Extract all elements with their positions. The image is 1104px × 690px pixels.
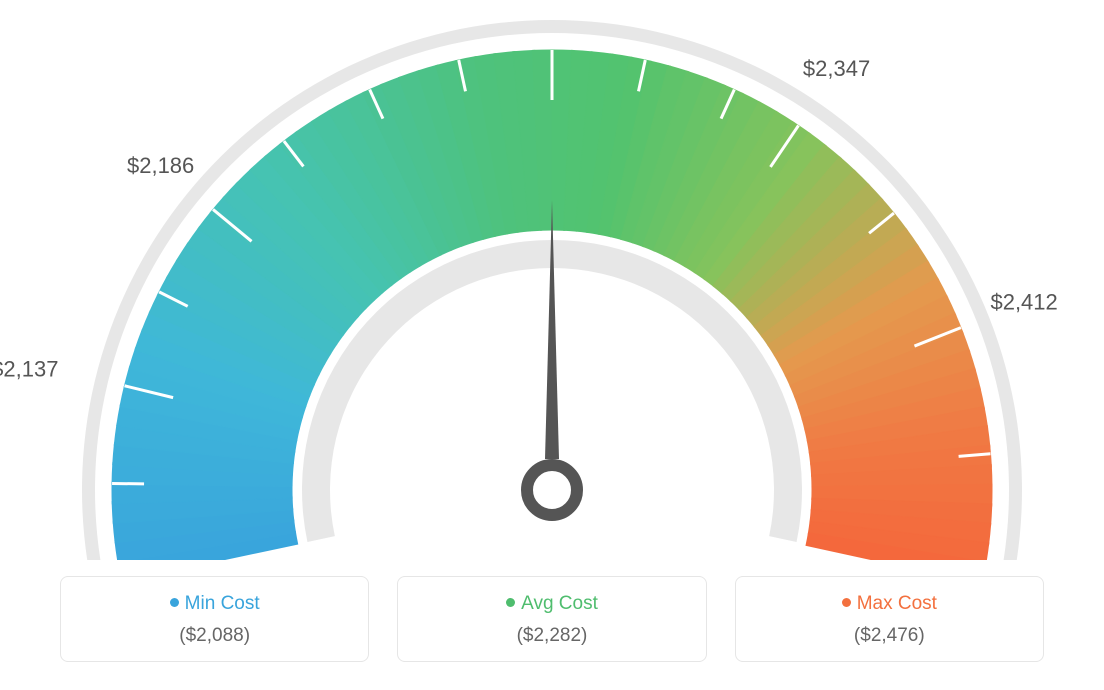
legend-max-label: Max Cost (857, 593, 937, 614)
legend-card-max: Max Cost ($2,476) (735, 576, 1044, 662)
legend-card-avg: Avg Cost ($2,282) (397, 576, 706, 662)
legend-max-value: ($2,476) (746, 625, 1033, 647)
gauge-chart-container: $2,088$2,137$2,186$2,282$2,347$2,412$2,4… (0, 0, 1104, 690)
legend-min-label: Min Cost (185, 593, 260, 614)
svg-text:$2,186: $2,186 (127, 153, 194, 178)
dot-icon (170, 598, 179, 607)
legend-avg-value: ($2,282) (408, 625, 695, 647)
legend-avg-label: Avg Cost (521, 593, 598, 614)
gauge-area: $2,088$2,137$2,186$2,282$2,347$2,412$2,4… (0, 0, 1104, 560)
legend-row: Min Cost ($2,088) Avg Cost ($2,282) Max … (60, 576, 1044, 662)
dot-icon (842, 598, 851, 607)
legend-min-title: Min Cost (71, 593, 358, 615)
legend-max-title: Max Cost (746, 593, 1033, 615)
legend-card-min: Min Cost ($2,088) (60, 576, 369, 662)
gauge-svg: $2,088$2,137$2,186$2,282$2,347$2,412$2,4… (0, 0, 1104, 560)
dot-icon (506, 598, 515, 607)
svg-text:$2,137: $2,137 (0, 357, 58, 382)
svg-text:$2,347: $2,347 (803, 56, 870, 81)
svg-text:$2,412: $2,412 (990, 289, 1057, 314)
legend-avg-title: Avg Cost (408, 593, 695, 615)
legend-min-value: ($2,088) (71, 625, 358, 647)
